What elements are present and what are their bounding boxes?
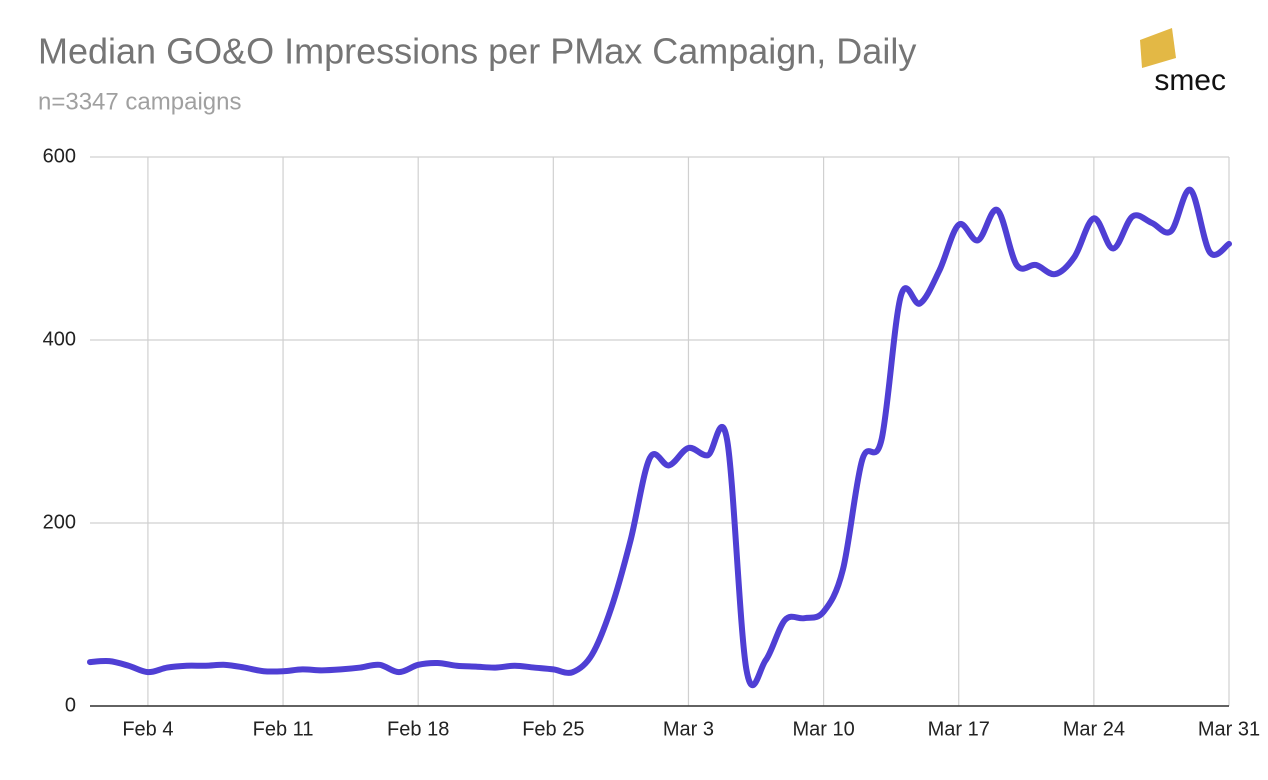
x-tick-label: Mar 17 (928, 718, 990, 740)
x-tick-label: Mar 24 (1063, 718, 1125, 740)
x-tick-label: Mar 3 (663, 718, 714, 740)
x-tick-label: Feb 18 (387, 718, 449, 740)
y-tick-label: 200 (43, 511, 76, 533)
x-tick-label: Feb 25 (522, 718, 584, 740)
logo-icon (1140, 28, 1176, 68)
x-tick-label: Feb 4 (122, 718, 173, 740)
y-tick-label: 600 (43, 145, 76, 167)
data-line (87, 186, 1232, 689)
y-tick-label: 0 (65, 694, 76, 716)
logo-text: smec (1154, 64, 1226, 97)
x-tick-label: Mar 31 (1198, 718, 1260, 740)
y-tick-label: 400 (43, 328, 76, 350)
chart-title: Median GO&O Impressions per PMax Campaig… (38, 31, 916, 72)
chart-subtitle: n=3347 campaigns (38, 88, 241, 115)
x-tick-label: Feb 11 (253, 718, 314, 740)
x-tick-label: Mar 10 (792, 718, 854, 740)
